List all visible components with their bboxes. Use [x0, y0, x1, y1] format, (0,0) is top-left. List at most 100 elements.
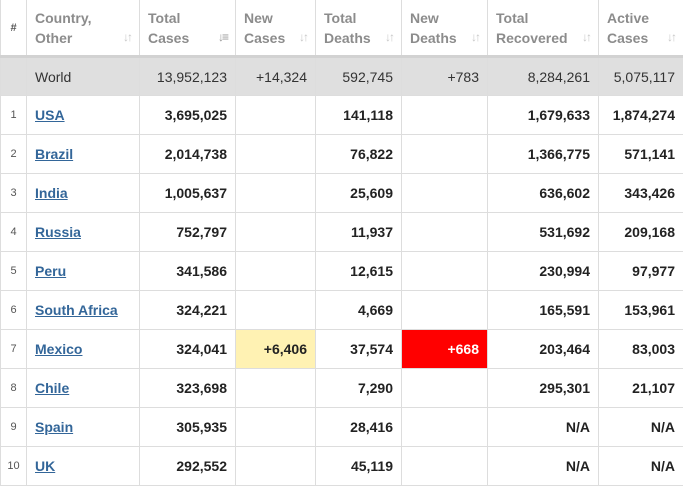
row-total-recovered: 295,301: [488, 369, 599, 408]
row-total-deaths: 4,669: [316, 291, 402, 330]
country-link[interactable]: Russia: [35, 224, 81, 240]
country-link[interactable]: Chile: [35, 380, 69, 396]
header-num-label: #: [10, 22, 16, 34]
row-total-cases: 3,695,025: [140, 96, 236, 135]
row-total-cases: 341,586: [140, 252, 236, 291]
world-new-cases: +14,324: [236, 57, 316, 96]
row-new-cases: [236, 174, 316, 213]
row-total-deaths: 11,937: [316, 213, 402, 252]
row-new-deaths: [402, 408, 488, 447]
sort-arrows-icon[interactable]: ↓↑: [123, 30, 131, 44]
header-country[interactable]: Country,Other ↓↑: [27, 0, 140, 57]
country-link[interactable]: India: [35, 185, 68, 201]
row-new-cases: [236, 369, 316, 408]
sort-descending-icon[interactable]: ↓≡: [218, 30, 227, 44]
row-country: Spain: [27, 408, 140, 447]
row-new-cases: [236, 96, 316, 135]
row-total-recovered: 203,464: [488, 330, 599, 369]
row-total-deaths: 76,822: [316, 135, 402, 174]
row-total-deaths: 37,574: [316, 330, 402, 369]
country-link[interactable]: Peru: [35, 263, 66, 279]
row-num: 9: [1, 408, 27, 447]
row-country: Russia: [27, 213, 140, 252]
world-country: World: [27, 57, 140, 96]
country-link[interactable]: Mexico: [35, 341, 82, 357]
row-total-cases: 323,698: [140, 369, 236, 408]
row-num: 6: [1, 291, 27, 330]
table-row: 2 Brazil 2,014,738 76,822 1,366,775 571,…: [1, 135, 683, 174]
row-new-cases: +6,406: [236, 330, 316, 369]
row-country: UK: [27, 447, 140, 486]
row-active-cases: 343,426: [599, 174, 683, 213]
country-link[interactable]: South Africa: [35, 302, 118, 318]
sort-arrows-icon[interactable]: ↓↑: [667, 30, 675, 44]
world-row: World 13,952,123 +14,324 592,745 +783 8,…: [1, 57, 683, 96]
row-total-cases: 292,552: [140, 447, 236, 486]
world-total-cases: 13,952,123: [140, 57, 236, 96]
row-total-cases: 2,014,738: [140, 135, 236, 174]
row-active-cases: 153,961: [599, 291, 683, 330]
row-country: Brazil: [27, 135, 140, 174]
country-link[interactable]: Spain: [35, 419, 73, 435]
row-num: 2: [1, 135, 27, 174]
row-new-cases: [236, 408, 316, 447]
row-total-deaths: 12,615: [316, 252, 402, 291]
country-link[interactable]: UK: [35, 458, 55, 474]
country-link[interactable]: USA: [35, 107, 65, 123]
row-total-deaths: 7,290: [316, 369, 402, 408]
row-total-cases: 305,935: [140, 408, 236, 447]
row-total-recovered: N/A: [488, 447, 599, 486]
row-total-recovered: 531,692: [488, 213, 599, 252]
sort-arrows-icon[interactable]: ↓↑: [299, 30, 307, 44]
row-active-cases: 1,874,274: [599, 96, 683, 135]
sort-arrows-icon[interactable]: ↓↑: [582, 30, 590, 44]
row-total-cases: 752,797: [140, 213, 236, 252]
sort-arrows-icon[interactable]: ↓↑: [385, 30, 393, 44]
table-row: 9 Spain 305,935 28,416 N/A N/A: [1, 408, 683, 447]
table-row: 10 UK 292,552 45,119 N/A N/A: [1, 447, 683, 486]
row-country: South Africa: [27, 291, 140, 330]
row-active-cases: 83,003: [599, 330, 683, 369]
row-num: 1: [1, 96, 27, 135]
row-total-recovered: 1,679,633: [488, 96, 599, 135]
world-num: [1, 57, 27, 96]
row-total-cases: 1,005,637: [140, 174, 236, 213]
row-new-deaths: [402, 174, 488, 213]
table-row: 1 USA 3,695,025 141,118 1,679,633 1,874,…: [1, 96, 683, 135]
row-new-cases: [236, 447, 316, 486]
table-row: 3 India 1,005,637 25,609 636,602 343,426: [1, 174, 683, 213]
row-active-cases: 209,168: [599, 213, 683, 252]
world-new-deaths: +783: [402, 57, 488, 96]
row-active-cases: N/A: [599, 408, 683, 447]
table-body: World 13,952,123 +14,324 592,745 +783 8,…: [1, 57, 683, 486]
row-country: Mexico: [27, 330, 140, 369]
row-new-deaths: [402, 291, 488, 330]
row-total-deaths: 25,609: [316, 174, 402, 213]
sort-arrows-icon[interactable]: ↓↑: [471, 30, 479, 44]
row-new-deaths: +668: [402, 330, 488, 369]
row-new-cases: [236, 252, 316, 291]
row-new-deaths: [402, 369, 488, 408]
row-num: 10: [1, 447, 27, 486]
row-total-recovered: N/A: [488, 408, 599, 447]
row-active-cases: N/A: [599, 447, 683, 486]
row-total-deaths: 141,118: [316, 96, 402, 135]
row-new-deaths: [402, 213, 488, 252]
row-total-deaths: 45,119: [316, 447, 402, 486]
country-link[interactable]: Brazil: [35, 146, 73, 162]
table-row: 8 Chile 323,698 7,290 295,301 21,107: [1, 369, 683, 408]
row-num: 5: [1, 252, 27, 291]
